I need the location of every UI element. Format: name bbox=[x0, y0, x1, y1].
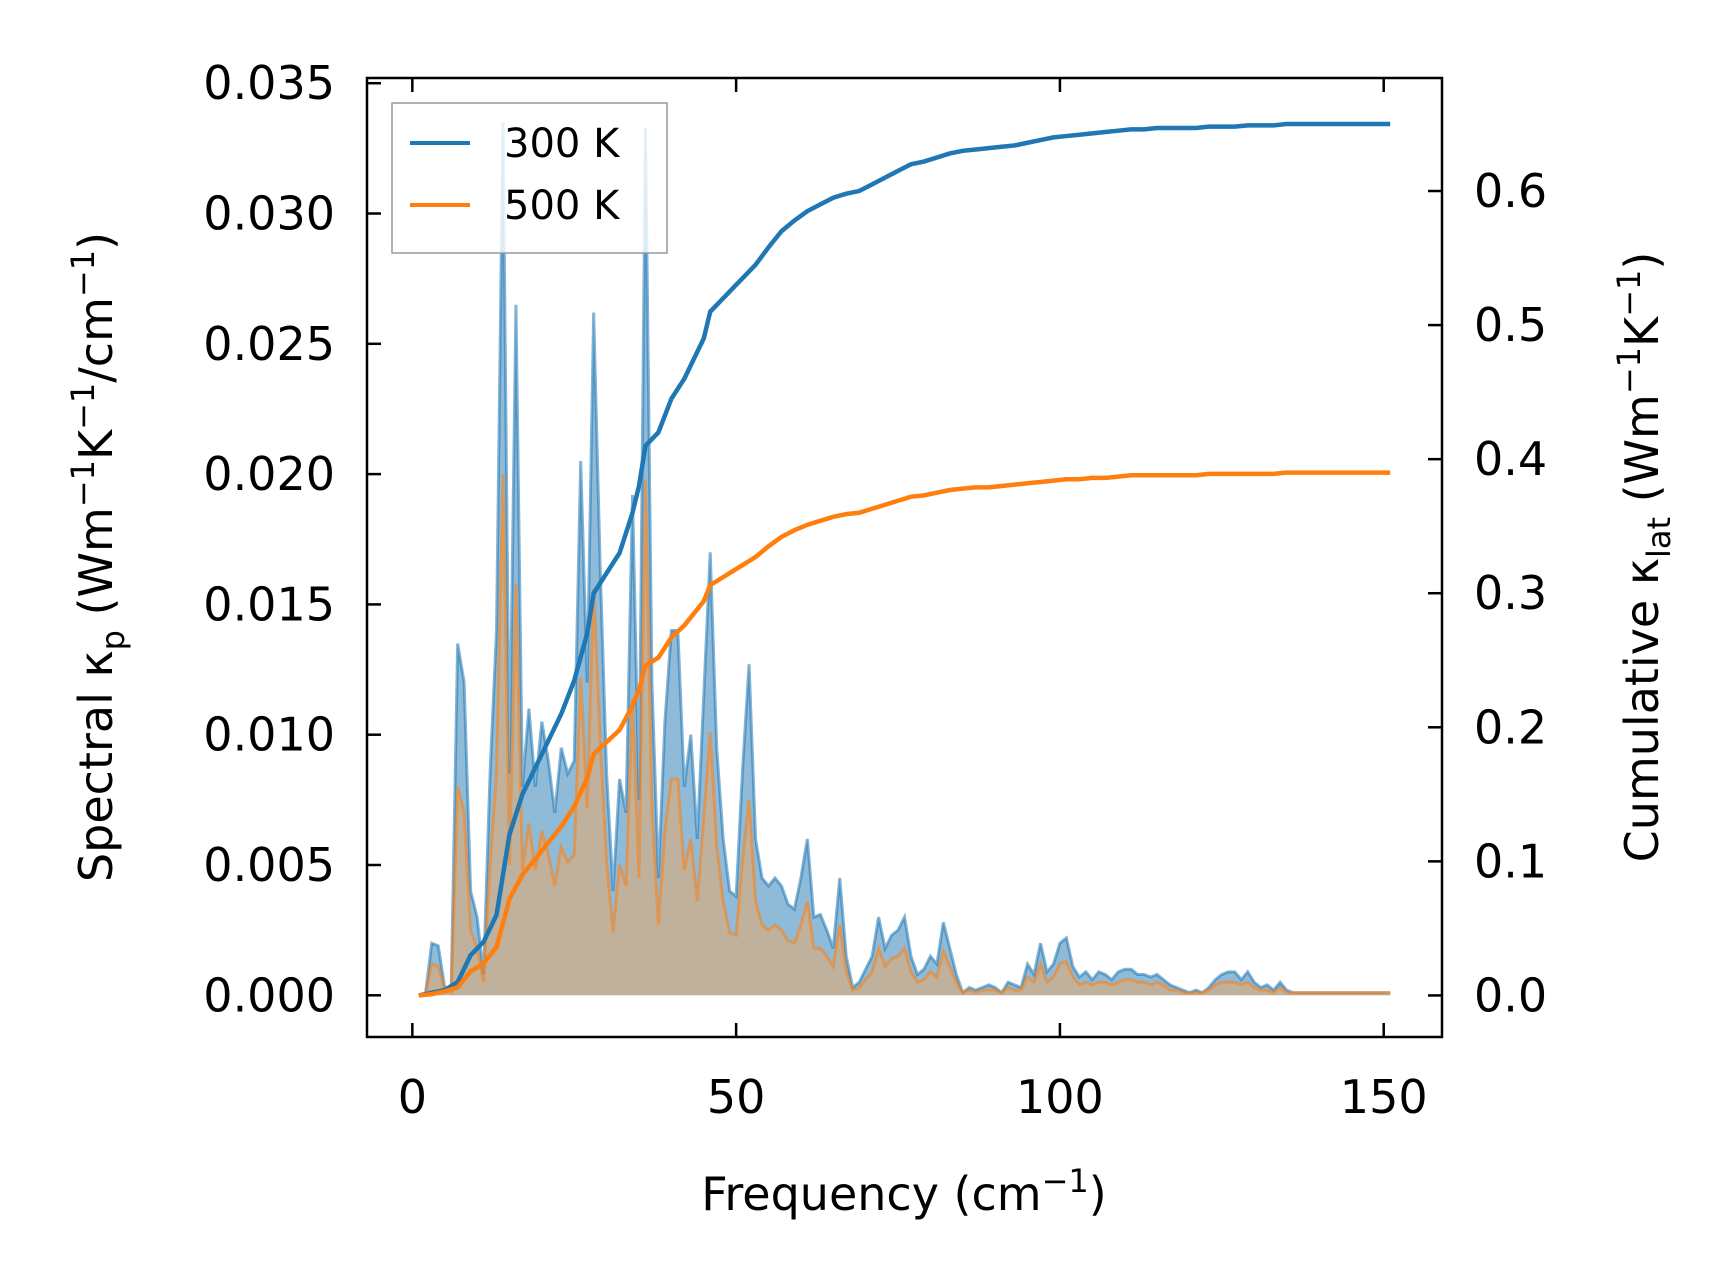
x-tick-label: 0 bbox=[398, 1070, 427, 1124]
cumulative-line-500k bbox=[418, 470, 1391, 998]
y-tick-label-right: 0.5 bbox=[1474, 298, 1547, 352]
x-axis-title: Frequency (cm−1) bbox=[701, 1162, 1106, 1221]
legend-label-500k: 500 K bbox=[504, 183, 621, 229]
x-tick-label: 150 bbox=[1340, 1070, 1428, 1124]
y-tick-label-right: 0.4 bbox=[1474, 432, 1547, 486]
y-tick-label-right: 0.1 bbox=[1474, 834, 1547, 888]
legend-frame bbox=[391, 102, 668, 254]
x-tick-label: 100 bbox=[1016, 1070, 1104, 1124]
x-tick-label: 50 bbox=[707, 1070, 766, 1124]
y-tick-label-left: 0.010 bbox=[203, 708, 335, 762]
y-tick-label-left: 0.005 bbox=[203, 838, 335, 892]
y-tick-label-left: 0.035 bbox=[203, 56, 335, 110]
y-tick-label-right: 0.3 bbox=[1474, 566, 1547, 620]
y-tick-label-left: 0.025 bbox=[203, 317, 335, 371]
spectral-line-300k bbox=[418, 122, 1391, 997]
y-axis-left-title: Spectral κp (Wm−1K−1/cm−1) bbox=[64, 232, 132, 882]
y-tick-label-left: 0.000 bbox=[203, 968, 335, 1022]
legend: 300 K 500 K bbox=[391, 102, 668, 254]
spectral-line-500k bbox=[418, 474, 1391, 997]
ticks-layer: 0 50 100 150 0.000 0.005 0.010 0.015 0.020 0.025 0… bbox=[203, 56, 1547, 1124]
cumulative-line-300k bbox=[418, 121, 1391, 998]
y-tick-label-left: 0.030 bbox=[203, 187, 335, 241]
y-tick-label-right: 0.6 bbox=[1474, 164, 1547, 218]
plot-frame bbox=[365, 76, 1444, 1039]
y-tick-label-left: 0.020 bbox=[203, 447, 335, 501]
y-tick-label-right: 0.0 bbox=[1474, 968, 1547, 1022]
spectral-fill-500k bbox=[418, 474, 1391, 996]
y-tick-label-right: 0.2 bbox=[1474, 700, 1547, 754]
y-axis-right-title: Cumulative κlat (Wm−1K−1) bbox=[1610, 252, 1678, 863]
series-layer bbox=[418, 121, 1391, 998]
legend-label-300k: 300 K bbox=[504, 121, 621, 167]
y-tick-label-left: 0.015 bbox=[203, 577, 335, 631]
